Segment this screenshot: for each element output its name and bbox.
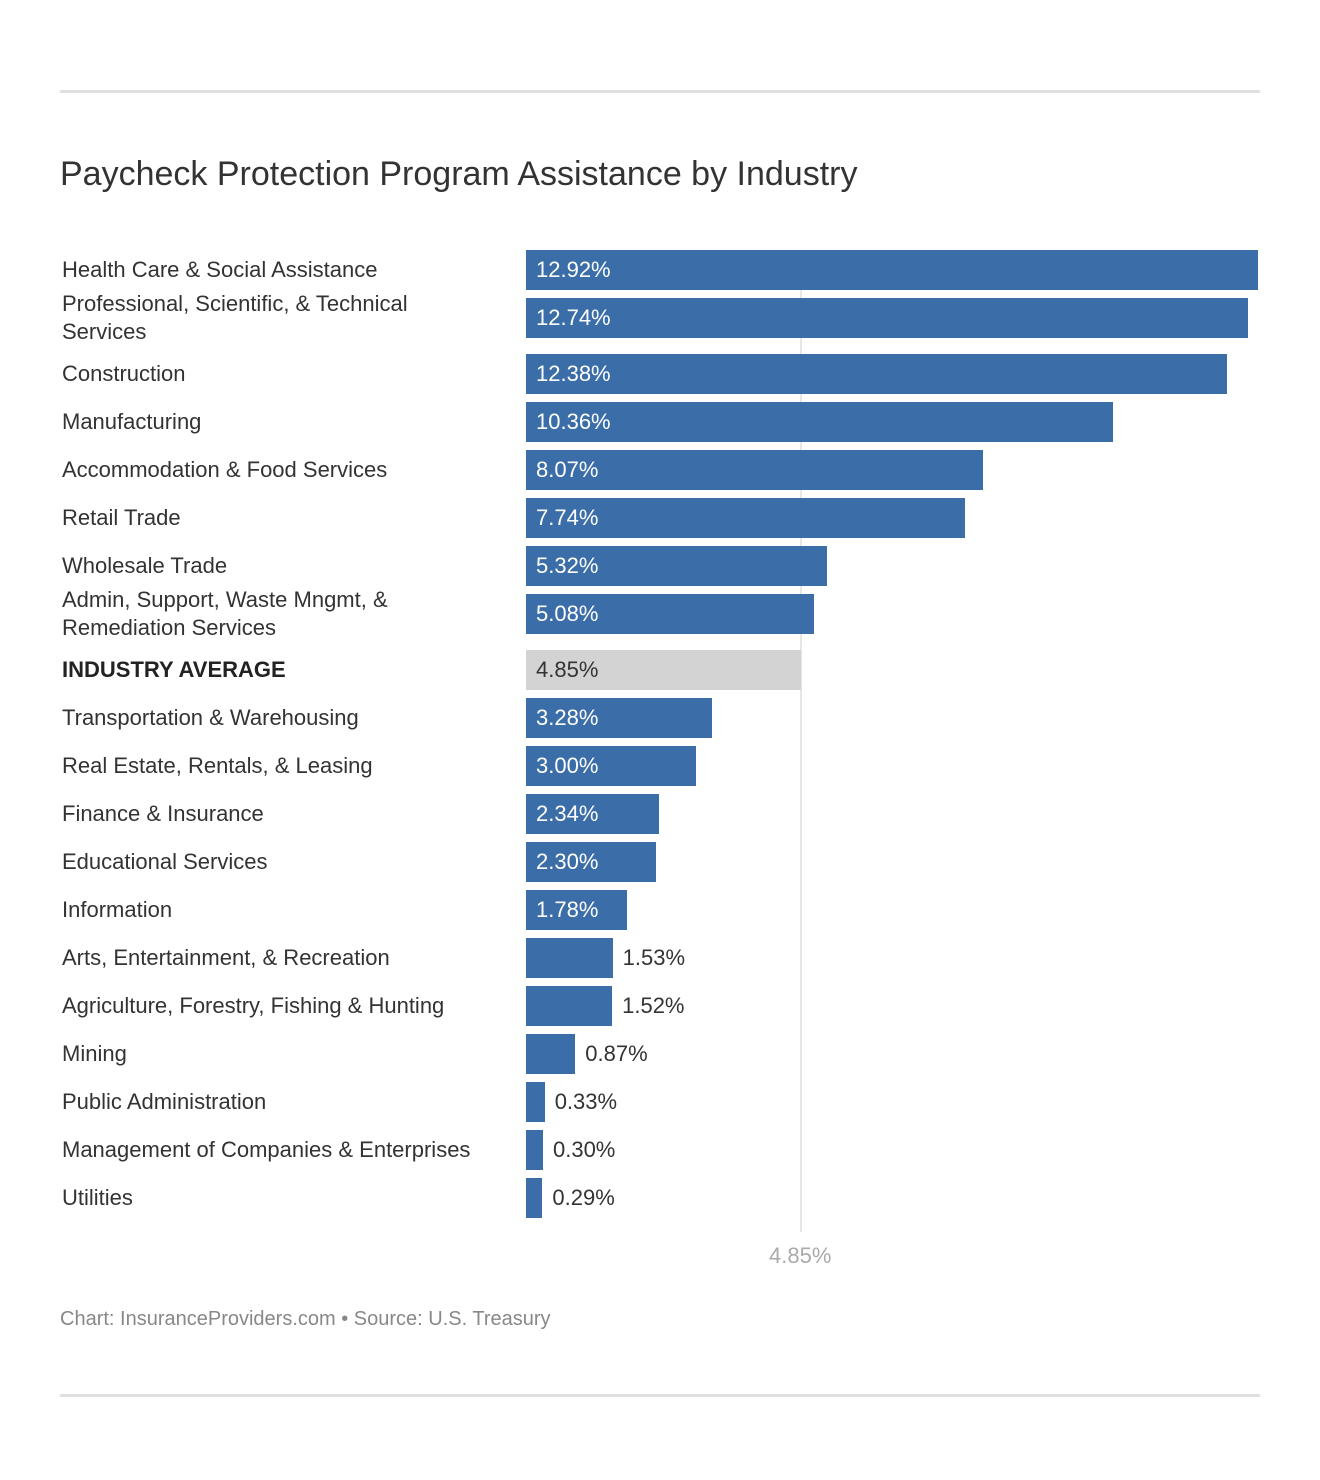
value-label: 1.78% bbox=[536, 897, 599, 922]
category-label: Real Estate, Rentals, & Leasing bbox=[62, 753, 373, 778]
bar bbox=[526, 938, 613, 978]
bottom-divider bbox=[60, 1394, 1260, 1397]
bar bbox=[526, 402, 1113, 442]
value-label: 0.87% bbox=[585, 1041, 648, 1066]
value-label: 3.00% bbox=[536, 753, 599, 778]
average-reference-line bbox=[800, 290, 802, 1232]
bar bbox=[526, 450, 984, 490]
value-label: 10.36% bbox=[536, 409, 611, 434]
category-label: Manufacturing bbox=[62, 409, 202, 434]
value-label: 4.85% bbox=[536, 657, 599, 682]
average-reference-label: 4.85% bbox=[769, 1243, 832, 1268]
bar bbox=[526, 298, 1248, 338]
category-label: Wholesale Trade bbox=[62, 553, 228, 578]
bar bbox=[526, 498, 965, 538]
bar bbox=[526, 698, 712, 738]
category-label: Agriculture, Forestry, Fishing & Hunting bbox=[62, 993, 445, 1018]
value-label: 12.74% bbox=[536, 305, 611, 330]
bar bbox=[526, 1178, 543, 1218]
chart-footer: Chart: InsuranceProviders.com • Source: … bbox=[60, 1308, 551, 1330]
category-label: Utilities bbox=[62, 1185, 133, 1210]
bar bbox=[526, 1034, 576, 1074]
bar bbox=[526, 1130, 543, 1170]
bar bbox=[526, 594, 814, 634]
value-label: 2.30% bbox=[536, 849, 599, 874]
average-category-label: INDUSTRY AVERAGE bbox=[62, 657, 286, 682]
value-label: 0.29% bbox=[552, 1185, 615, 1210]
bar bbox=[526, 546, 828, 586]
value-label: 1.53% bbox=[622, 945, 686, 970]
value-label: 12.38% bbox=[536, 361, 611, 386]
category-label: Arts, Entertainment, & Recreation bbox=[62, 945, 390, 970]
bar bbox=[526, 746, 696, 786]
value-label: 7.74% bbox=[536, 505, 599, 530]
category-label: Professional, Scientific, & Technical Se… bbox=[62, 291, 408, 344]
value-label: 12.92% bbox=[536, 257, 611, 282]
bar bbox=[526, 986, 613, 1026]
category-label: Educational Services bbox=[62, 849, 268, 874]
value-label: 0.30% bbox=[552, 1137, 616, 1162]
bar bbox=[526, 890, 627, 930]
bar bbox=[526, 250, 1258, 290]
bar bbox=[526, 354, 1228, 394]
category-label: Information bbox=[62, 897, 173, 922]
value-label: 8.07% bbox=[536, 457, 599, 482]
top-divider bbox=[60, 90, 1260, 93]
category-label: Health Care & Social Assistance bbox=[62, 257, 378, 282]
average-bar bbox=[526, 650, 801, 690]
value-label: 5.08% bbox=[536, 601, 599, 626]
category-label: Construction bbox=[62, 361, 186, 386]
value-label: 1.52% bbox=[622, 993, 685, 1018]
category-label: Management of Companies & Enterprises bbox=[62, 1137, 471, 1162]
value-label: 2.34% bbox=[536, 801, 599, 826]
category-label: Accommodation & Food Services bbox=[62, 457, 388, 482]
chart-title: Paycheck Protection Program Assistance b… bbox=[60, 155, 858, 193]
value-label: 5.32% bbox=[536, 553, 599, 578]
category-label: Transportation & Warehousing bbox=[62, 705, 359, 730]
category-label: Mining bbox=[62, 1041, 127, 1066]
category-label: Retail Trade bbox=[62, 505, 181, 530]
bar bbox=[526, 794, 659, 834]
bar bbox=[526, 1082, 545, 1122]
bar bbox=[526, 842, 657, 882]
value-label: 3.28% bbox=[536, 705, 599, 730]
category-label: Admin, Support, Waste Mngmt, & Remediati… bbox=[62, 587, 388, 640]
value-label: 0.33% bbox=[554, 1089, 618, 1114]
category-label: Public Administration bbox=[62, 1089, 267, 1114]
category-label: Finance & Insurance bbox=[62, 801, 264, 826]
